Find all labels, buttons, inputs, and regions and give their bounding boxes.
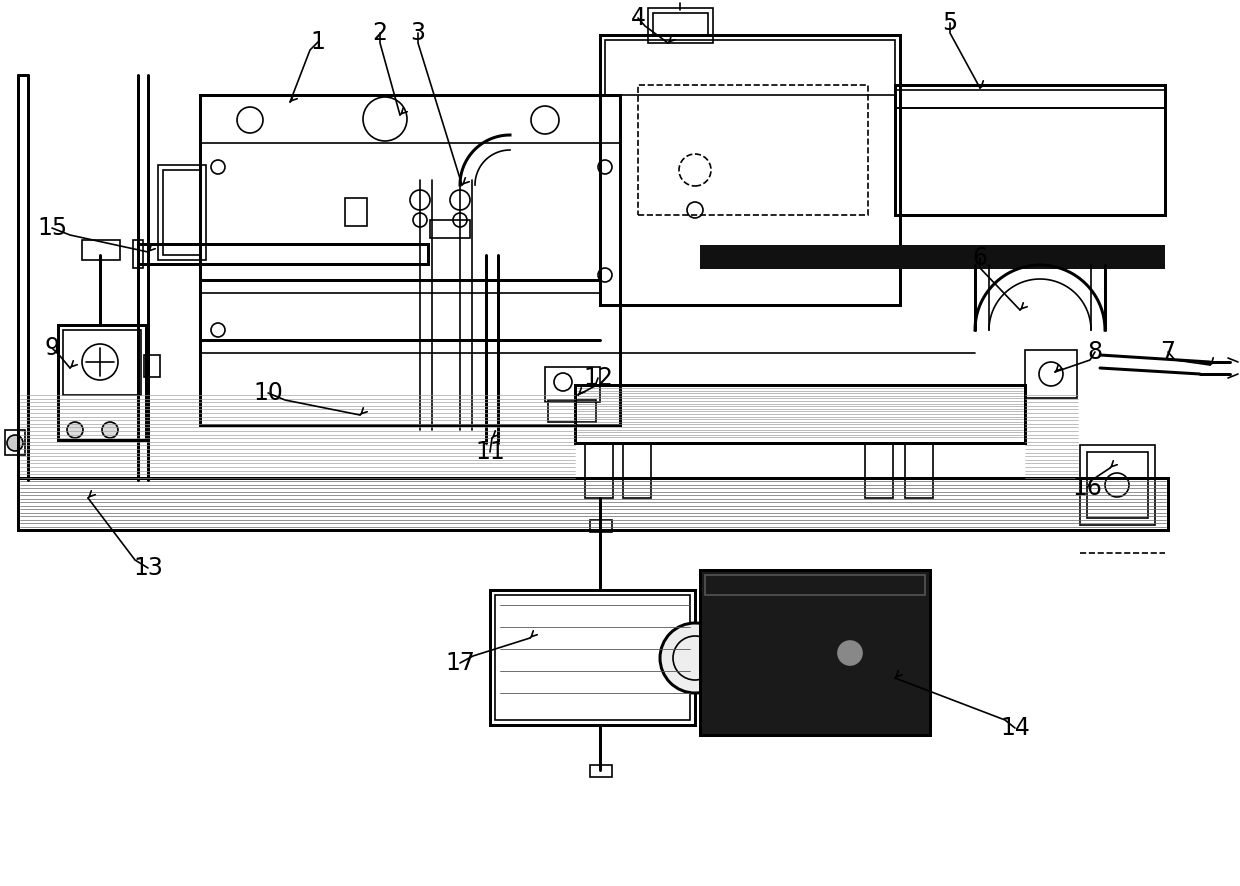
Circle shape <box>102 422 118 438</box>
Bar <box>585 443 613 498</box>
Bar <box>622 443 651 498</box>
Bar <box>590 520 613 532</box>
Text: 5: 5 <box>942 11 957 35</box>
Bar <box>600 35 900 305</box>
Bar <box>895 85 1166 215</box>
Text: 3: 3 <box>410 21 425 45</box>
Circle shape <box>67 422 83 438</box>
Bar <box>490 590 694 725</box>
Bar <box>653 13 708 35</box>
Text: 8: 8 <box>1087 340 1102 364</box>
Text: 6: 6 <box>972 246 987 270</box>
Bar <box>200 95 620 425</box>
Bar <box>548 400 596 422</box>
Bar <box>1025 350 1078 398</box>
Circle shape <box>838 641 862 665</box>
Text: 9: 9 <box>45 336 60 360</box>
Bar <box>590 765 613 777</box>
Bar <box>430 220 470 238</box>
Text: 11: 11 <box>475 440 505 464</box>
Bar <box>495 595 689 720</box>
Text: 4: 4 <box>630 6 646 30</box>
Bar <box>649 8 713 43</box>
Bar <box>157 165 206 260</box>
Bar <box>701 570 930 735</box>
Bar <box>639 85 868 215</box>
Text: 7: 7 <box>1161 340 1176 364</box>
Bar <box>162 170 201 255</box>
Bar <box>905 443 932 498</box>
Bar <box>895 90 1166 108</box>
Bar <box>706 575 925 595</box>
Bar <box>82 240 120 260</box>
Bar <box>605 40 895 95</box>
Bar <box>144 355 160 377</box>
Bar <box>1080 445 1154 525</box>
Text: 12: 12 <box>583 366 613 390</box>
Text: 10: 10 <box>253 381 283 405</box>
Bar <box>63 330 141 395</box>
Text: 1: 1 <box>310 30 325 54</box>
Bar <box>701 245 1166 269</box>
Bar <box>138 244 428 264</box>
Bar <box>866 443 893 498</box>
Text: 14: 14 <box>1001 716 1030 740</box>
Bar <box>575 385 1025 443</box>
Bar <box>58 325 146 440</box>
Text: 17: 17 <box>445 651 475 675</box>
Bar <box>5 430 25 455</box>
Bar <box>546 367 600 402</box>
Bar <box>19 478 1168 530</box>
Bar <box>133 240 143 268</box>
Circle shape <box>660 623 730 693</box>
Text: 2: 2 <box>372 21 387 45</box>
Bar <box>345 198 367 226</box>
Text: 16: 16 <box>1073 476 1102 500</box>
Bar <box>200 95 620 143</box>
Bar <box>895 108 1166 215</box>
Text: 15: 15 <box>37 216 67 240</box>
Bar <box>701 570 930 735</box>
Circle shape <box>7 435 24 451</box>
Bar <box>1087 452 1148 518</box>
Text: 13: 13 <box>133 556 162 580</box>
